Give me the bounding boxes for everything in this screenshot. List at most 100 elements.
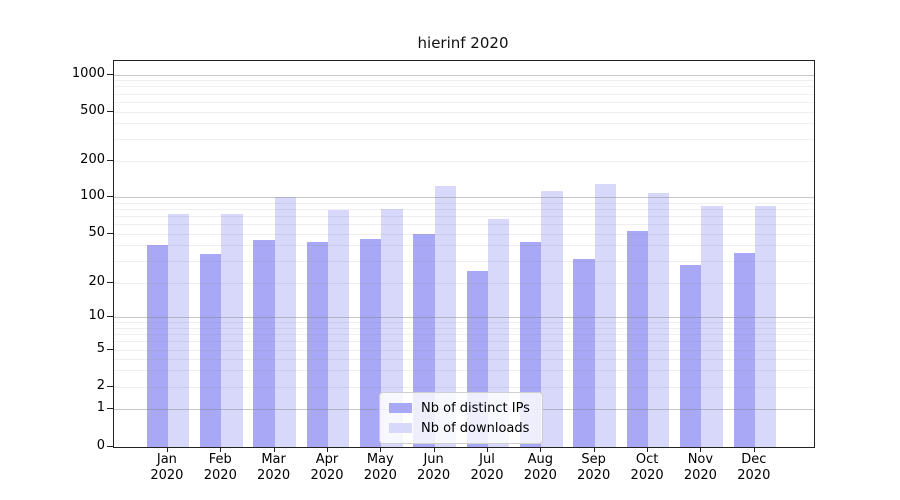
- gridline-minor-300: [114, 138, 814, 140]
- x-tick-label-sep: Sep 2020: [562, 452, 626, 484]
- x-tick-label-apr: Apr 2020: [295, 452, 359, 484]
- x-tick-label-jul: Jul 2020: [455, 452, 519, 484]
- x-tick-month: Jan: [156, 452, 177, 467]
- gridline-minor-7: [114, 333, 814, 335]
- bar-downloads-jun: [434, 186, 456, 447]
- x-tick-month: Oct: [635, 452, 659, 467]
- bar-downloads-dec: [754, 205, 777, 447]
- x-tick-mark-feb: [220, 447, 222, 452]
- y-tick-label-1000: 1000: [71, 65, 105, 81]
- x-tick-mark-may: [380, 447, 382, 452]
- bar-downloads-jan: [167, 214, 190, 447]
- x-tick-label-jun: Jun 2020: [402, 452, 466, 484]
- legend-swatch-ips: [389, 403, 412, 413]
- x-tick-year: 2020: [417, 468, 451, 483]
- y-tick-mark-1: [107, 408, 113, 409]
- bar-ips-nov: [680, 264, 702, 447]
- x-tick-label-oct: Oct 2020: [615, 452, 679, 484]
- x-tick-year: 2020: [683, 468, 717, 483]
- bar-ips-dec: [733, 252, 755, 447]
- bar-downloads-sep: [594, 184, 616, 447]
- x-tick-mark-nov: [700, 447, 702, 452]
- x-tick-year: 2020: [310, 468, 344, 483]
- y-tick-mark-200: [107, 159, 113, 161]
- y-tick-mark-10: [107, 316, 113, 317]
- y-tick-mark-20: [107, 281, 113, 283]
- x-tick-mark-dec: [753, 447, 755, 452]
- x-tick-month: May: [366, 452, 394, 467]
- x-tick-mark-sep: [593, 447, 595, 452]
- chart-title: hierinf 2020: [417, 34, 509, 52]
- bar-ips-oct: [626, 231, 649, 447]
- y-tick-label-200: 200: [80, 151, 105, 167]
- y-tick-mark-500: [107, 110, 113, 112]
- x-tick-mark-aug: [540, 447, 542, 452]
- x-tick-year: 2020: [363, 468, 397, 483]
- bar-ips-jan: [146, 245, 168, 447]
- x-tick-year: 2020: [203, 468, 237, 483]
- gridline-minor-50: [114, 233, 814, 235]
- gridline-minor-40: [114, 245, 814, 247]
- x-tick-label-nov: Nov 2020: [668, 452, 732, 484]
- x-tick-label-mar: Mar 2020: [242, 452, 306, 484]
- gridline-minor-70: [114, 215, 814, 217]
- legend-label-downloads: Nb of downloads: [421, 420, 530, 436]
- gridline-minor-700: [114, 93, 814, 95]
- y-tick-label-2: 2: [96, 378, 105, 393]
- gridline-minor-6: [114, 340, 814, 342]
- gridline-minor-600: [114, 101, 814, 103]
- x-tick-month: Jun: [423, 452, 444, 467]
- x-tick-mark-jun: [433, 447, 435, 452]
- y-tick-label-100: 100: [80, 188, 105, 203]
- y-tick-label-1: 1: [96, 400, 105, 415]
- x-tick-mark-jan: [166, 447, 168, 452]
- y-tick-label-0: 0: [96, 438, 105, 453]
- bar-downloads-nov: [701, 205, 723, 447]
- bar-ips-sep: [573, 259, 595, 447]
- gridline-minor-8: [114, 327, 814, 329]
- x-tick-month: Apr: [315, 452, 339, 467]
- legend: Nb of distinct IPs Nb of downloads: [379, 392, 543, 444]
- x-tick-mark-mar: [273, 447, 275, 452]
- gridline-minor-20: [114, 282, 814, 284]
- bar-ips-feb: [200, 254, 222, 447]
- x-tick-month: Mar: [261, 452, 286, 467]
- plot-area: [113, 60, 815, 448]
- gridline-minor-80: [114, 208, 814, 210]
- y-tick-mark-0: [107, 446, 113, 447]
- y-tick-label-50: 50: [88, 224, 105, 240]
- gridline-minor-4: [114, 358, 814, 360]
- y-tick-label-500: 500: [80, 102, 105, 118]
- y-tick-mark-50: [107, 232, 113, 234]
- gridline-minor-5: [114, 349, 814, 351]
- x-tick-label-aug: Aug 2020: [508, 452, 572, 484]
- legend-item-ips: Nb of distinct IPs: [389, 398, 530, 418]
- gridline-minor-30: [114, 260, 814, 262]
- x-tick-year: 2020: [523, 468, 557, 483]
- bar-downloads-apr: [328, 210, 350, 447]
- bar-downloads-jul: [488, 218, 510, 447]
- x-tick-mark-oct: [647, 447, 649, 452]
- gridline-minor-800: [114, 86, 814, 88]
- bar-ips-apr: [306, 241, 328, 447]
- legend-swatch-downloads: [389, 423, 412, 433]
- x-tick-year: 2020: [737, 468, 771, 483]
- gridline-minor-200: [114, 160, 814, 162]
- x-tick-year: 2020: [257, 468, 291, 483]
- gridline-minor-60: [114, 223, 814, 225]
- x-tick-label-jan: Jan 2020: [135, 452, 199, 484]
- x-tick-month: Sep: [581, 452, 606, 467]
- x-tick-mark-jul: [487, 447, 488, 452]
- gridline-minor-900: [114, 80, 814, 82]
- x-tick-month: Dec: [741, 452, 767, 467]
- gridline-minor-90: [114, 202, 814, 204]
- x-tick-month: Jul: [479, 452, 495, 467]
- y-tick-label-20: 20: [88, 273, 105, 289]
- y-tick-mark-1000: [107, 73, 113, 75]
- x-tick-label-dec: Dec 2020: [722, 452, 786, 484]
- gridline-major-10: [114, 317, 814, 318]
- gridline-minor-2: [114, 387, 814, 388]
- x-tick-month: Feb: [208, 452, 232, 467]
- x-tick-year: 2020: [577, 468, 611, 483]
- gridline-minor-3: [114, 370, 814, 372]
